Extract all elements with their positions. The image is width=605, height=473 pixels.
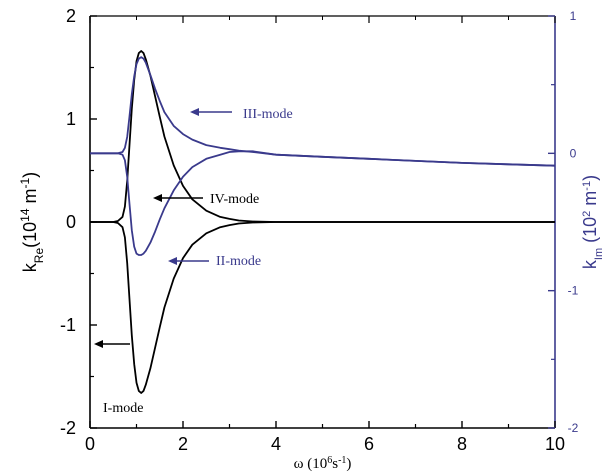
- series-line-iv-mode: [90, 50, 555, 223]
- x-axis-label: ω (106s-1): [294, 455, 352, 473]
- annotation-arrowhead: [94, 340, 103, 348]
- x-tick-label: 8: [457, 434, 467, 454]
- x-tick-label: 10: [545, 434, 565, 454]
- series-line-iii-mode: [90, 56, 556, 167]
- y-left-tick-label: 0: [66, 212, 76, 232]
- x-tick-label: 0: [85, 434, 95, 454]
- annotation-arrowhead: [153, 194, 162, 202]
- y-left-tick-label: -1: [60, 315, 76, 335]
- annotation-label: I-mode: [103, 401, 143, 416]
- x-tick-label: 2: [178, 434, 188, 454]
- y-left-tick-label: 2: [66, 6, 76, 26]
- series-line-ii-mode: [90, 150, 556, 256]
- x-tick-label: 4: [271, 434, 281, 454]
- plot-layer: 0 2 4 6 8 10-2-1012-2-101III-modeIV-modeII-mo…: [18, 6, 605, 472]
- x-tick-label: 6: [364, 434, 374, 454]
- y-right-axis-label: kIm (102 m-1): [580, 175, 605, 269]
- annotation-arrowhead: [168, 257, 177, 265]
- y-left-axis-label: kRe(1014 m-1): [18, 172, 46, 272]
- y-left-tick-label: -2: [60, 418, 76, 438]
- y-right-tick-label: -2: [568, 421, 579, 435]
- y-right-tick-label: 1: [570, 9, 577, 23]
- annotation-label: IV-mode: [210, 192, 259, 207]
- annotation-label: II-mode: [216, 254, 261, 269]
- y-right-tick-label: -1: [568, 284, 579, 298]
- y-left-tick-label: 1: [66, 109, 76, 129]
- annotation-label: III-mode: [243, 107, 293, 122]
- series-line-i-mode: [90, 221, 555, 394]
- y-right-tick-label: 0: [570, 146, 577, 160]
- annotation-arrowhead: [190, 108, 199, 116]
